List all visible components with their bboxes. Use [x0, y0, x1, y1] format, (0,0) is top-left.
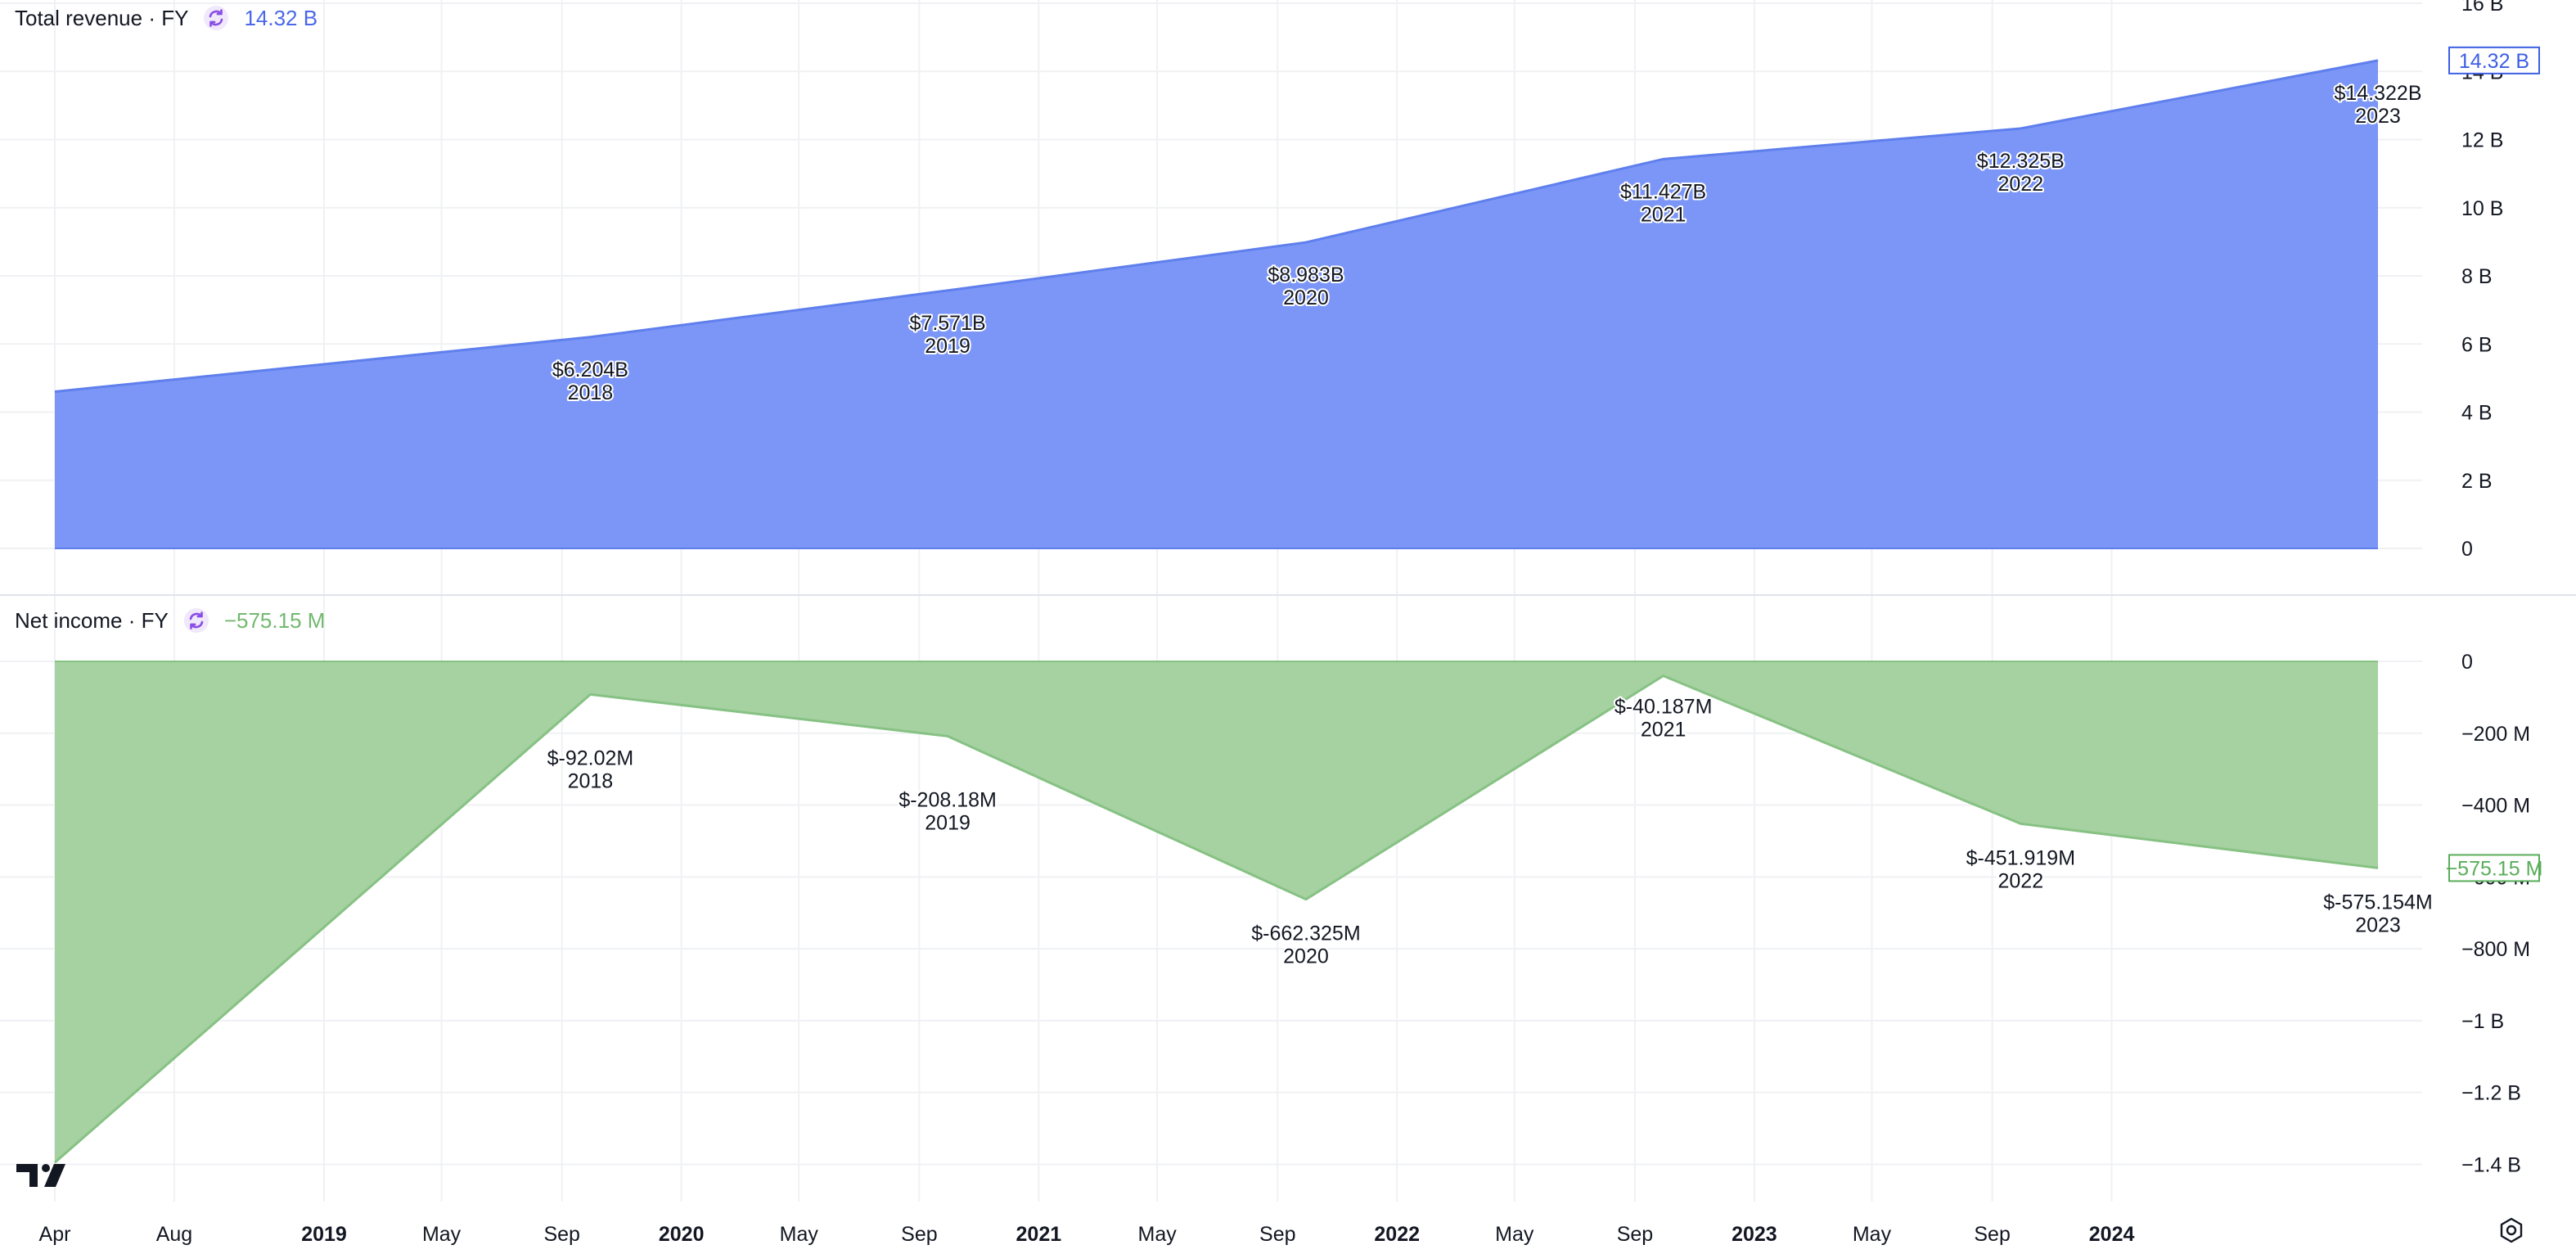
data-label-year: 2023: [2355, 913, 2401, 936]
y-tick-label: 6 B: [2461, 333, 2493, 356]
revenue-area: [55, 60, 2378, 549]
data-label-year: 2021: [1641, 203, 1687, 226]
y-tick-label: 0: [2461, 651, 2473, 674]
x-tick-label: May: [422, 1223, 462, 1246]
data-label-year: 2020: [1283, 945, 1329, 968]
data-labels: $6.204B2018$7.571B2019$8.983B2020$11.427…: [546, 80, 2434, 970]
data-label-year: 2020: [1283, 286, 1329, 309]
revenue-legend[interactable]: Total revenue · FY 14.32 B: [15, 5, 317, 31]
x-tick-label: 2020: [659, 1223, 705, 1246]
revenue-legend-title: Total revenue · FY: [15, 5, 189, 30]
y-tick-label: −200 M: [2461, 723, 2530, 746]
x-axis: Apr Aug 2019 May Sep 2020 May Sep 2021 May Sep 2022…: [39, 1223, 2135, 1246]
data-label-value: $11.427B: [1620, 180, 1706, 203]
x-tick-label: Aug: [156, 1223, 192, 1246]
data-label-value: $14.322B: [2334, 82, 2421, 105]
last-value-tag-label: 14.32 B: [2459, 50, 2529, 73]
y-tick-label: −400 M: [2461, 795, 2530, 818]
data-label-value: $-40.187M: [1615, 696, 1713, 719]
x-tick-label: May: [1138, 1223, 1178, 1246]
data-label-value: $-575.154M: [2323, 891, 2432, 913]
revenue-line: [54, 59, 2379, 394]
income-area: [55, 661, 2378, 1163]
x-tick-label: May: [1495, 1223, 1534, 1246]
x-tick-label: 2021: [1016, 1223, 1062, 1246]
x-tick-label: May: [1853, 1223, 1892, 1246]
settings-icon[interactable]: [2497, 1216, 2525, 1244]
x-tick-label: May: [780, 1223, 819, 1246]
tradingview-logo-icon[interactable]: [16, 1161, 70, 1190]
data-label-value: $-451.919M: [1966, 846, 2075, 869]
y-tick-label: 16 B: [2461, 0, 2503, 16]
y-axes: 02 B4 B6 B8 B10 B12 B14 B16 B14.32 B0−20…: [2446, 0, 2543, 1176]
plot-areas: [54, 59, 2379, 1164]
x-tick-label: Sep: [1617, 1223, 1653, 1246]
data-label-value: $8.983B: [1268, 264, 1344, 286]
x-tick-label: Sep: [543, 1223, 579, 1246]
y-tick-label: 8 B: [2461, 265, 2493, 288]
x-tick-label: Sep: [1259, 1223, 1295, 1246]
data-label-year: 2018: [568, 769, 614, 792]
data-label-year: 2022: [1998, 869, 2044, 892]
x-tick-label: Apr: [39, 1223, 71, 1246]
refresh-icon[interactable]: [203, 5, 229, 31]
x-tick-label: 2023: [1732, 1223, 1777, 1246]
data-label-value: $-662.325M: [1251, 922, 1360, 945]
y-tick-label: 0: [2461, 538, 2473, 561]
x-tick-label: 2019: [301, 1223, 347, 1246]
x-tick-label: 2022: [1374, 1223, 1420, 1246]
revenue-legend-value: 14.32 B: [244, 5, 318, 30]
data-label-value: $-208.18M: [898, 788, 997, 811]
y-tick-label: −1.2 B: [2461, 1082, 2521, 1105]
data-label-year: 2018: [568, 381, 614, 404]
y-tick-label: −800 M: [2461, 938, 2530, 961]
x-tick-label: Sep: [1974, 1223, 2010, 1246]
data-label-value: $12.325B: [1977, 150, 2065, 173]
data-label-year: 2021: [1641, 719, 1687, 742]
data-label-value: $6.204B: [552, 359, 628, 381]
income-legend-value: −575.15 M: [223, 607, 326, 633]
data-label-value: $7.571B: [910, 312, 986, 335]
income-legend[interactable]: Net income · FY −575.15 M: [15, 607, 325, 634]
x-tick-label: Sep: [901, 1223, 937, 1246]
y-tick-label: 12 B: [2461, 129, 2503, 152]
last-value-tag: [2448, 854, 2540, 882]
data-label-year: 2019: [925, 811, 971, 834]
data-label-year: 2023: [2355, 105, 2401, 128]
y-tick-label: −1.4 B: [2461, 1153, 2521, 1176]
last-value-tag: [2448, 46, 2540, 74]
data-label-value: $-92.02M: [547, 747, 634, 769]
income-line: [54, 674, 2379, 1164]
income-legend-title: Net income · FY: [15, 607, 169, 633]
y-tick-label: 4 B: [2461, 402, 2493, 425]
y-tick-label: 10 B: [2461, 197, 2503, 220]
x-tick-label: 2024: [2089, 1223, 2135, 1246]
y-tick-label: 2 B: [2461, 470, 2493, 493]
last-value-tag-label: −575.15 M: [2446, 857, 2543, 880]
data-label-year: 2022: [1998, 173, 2044, 196]
y-tick-label: −1 B: [2461, 1010, 2504, 1033]
data-label-year: 2019: [925, 335, 971, 358]
refresh-icon[interactable]: [183, 607, 209, 634]
